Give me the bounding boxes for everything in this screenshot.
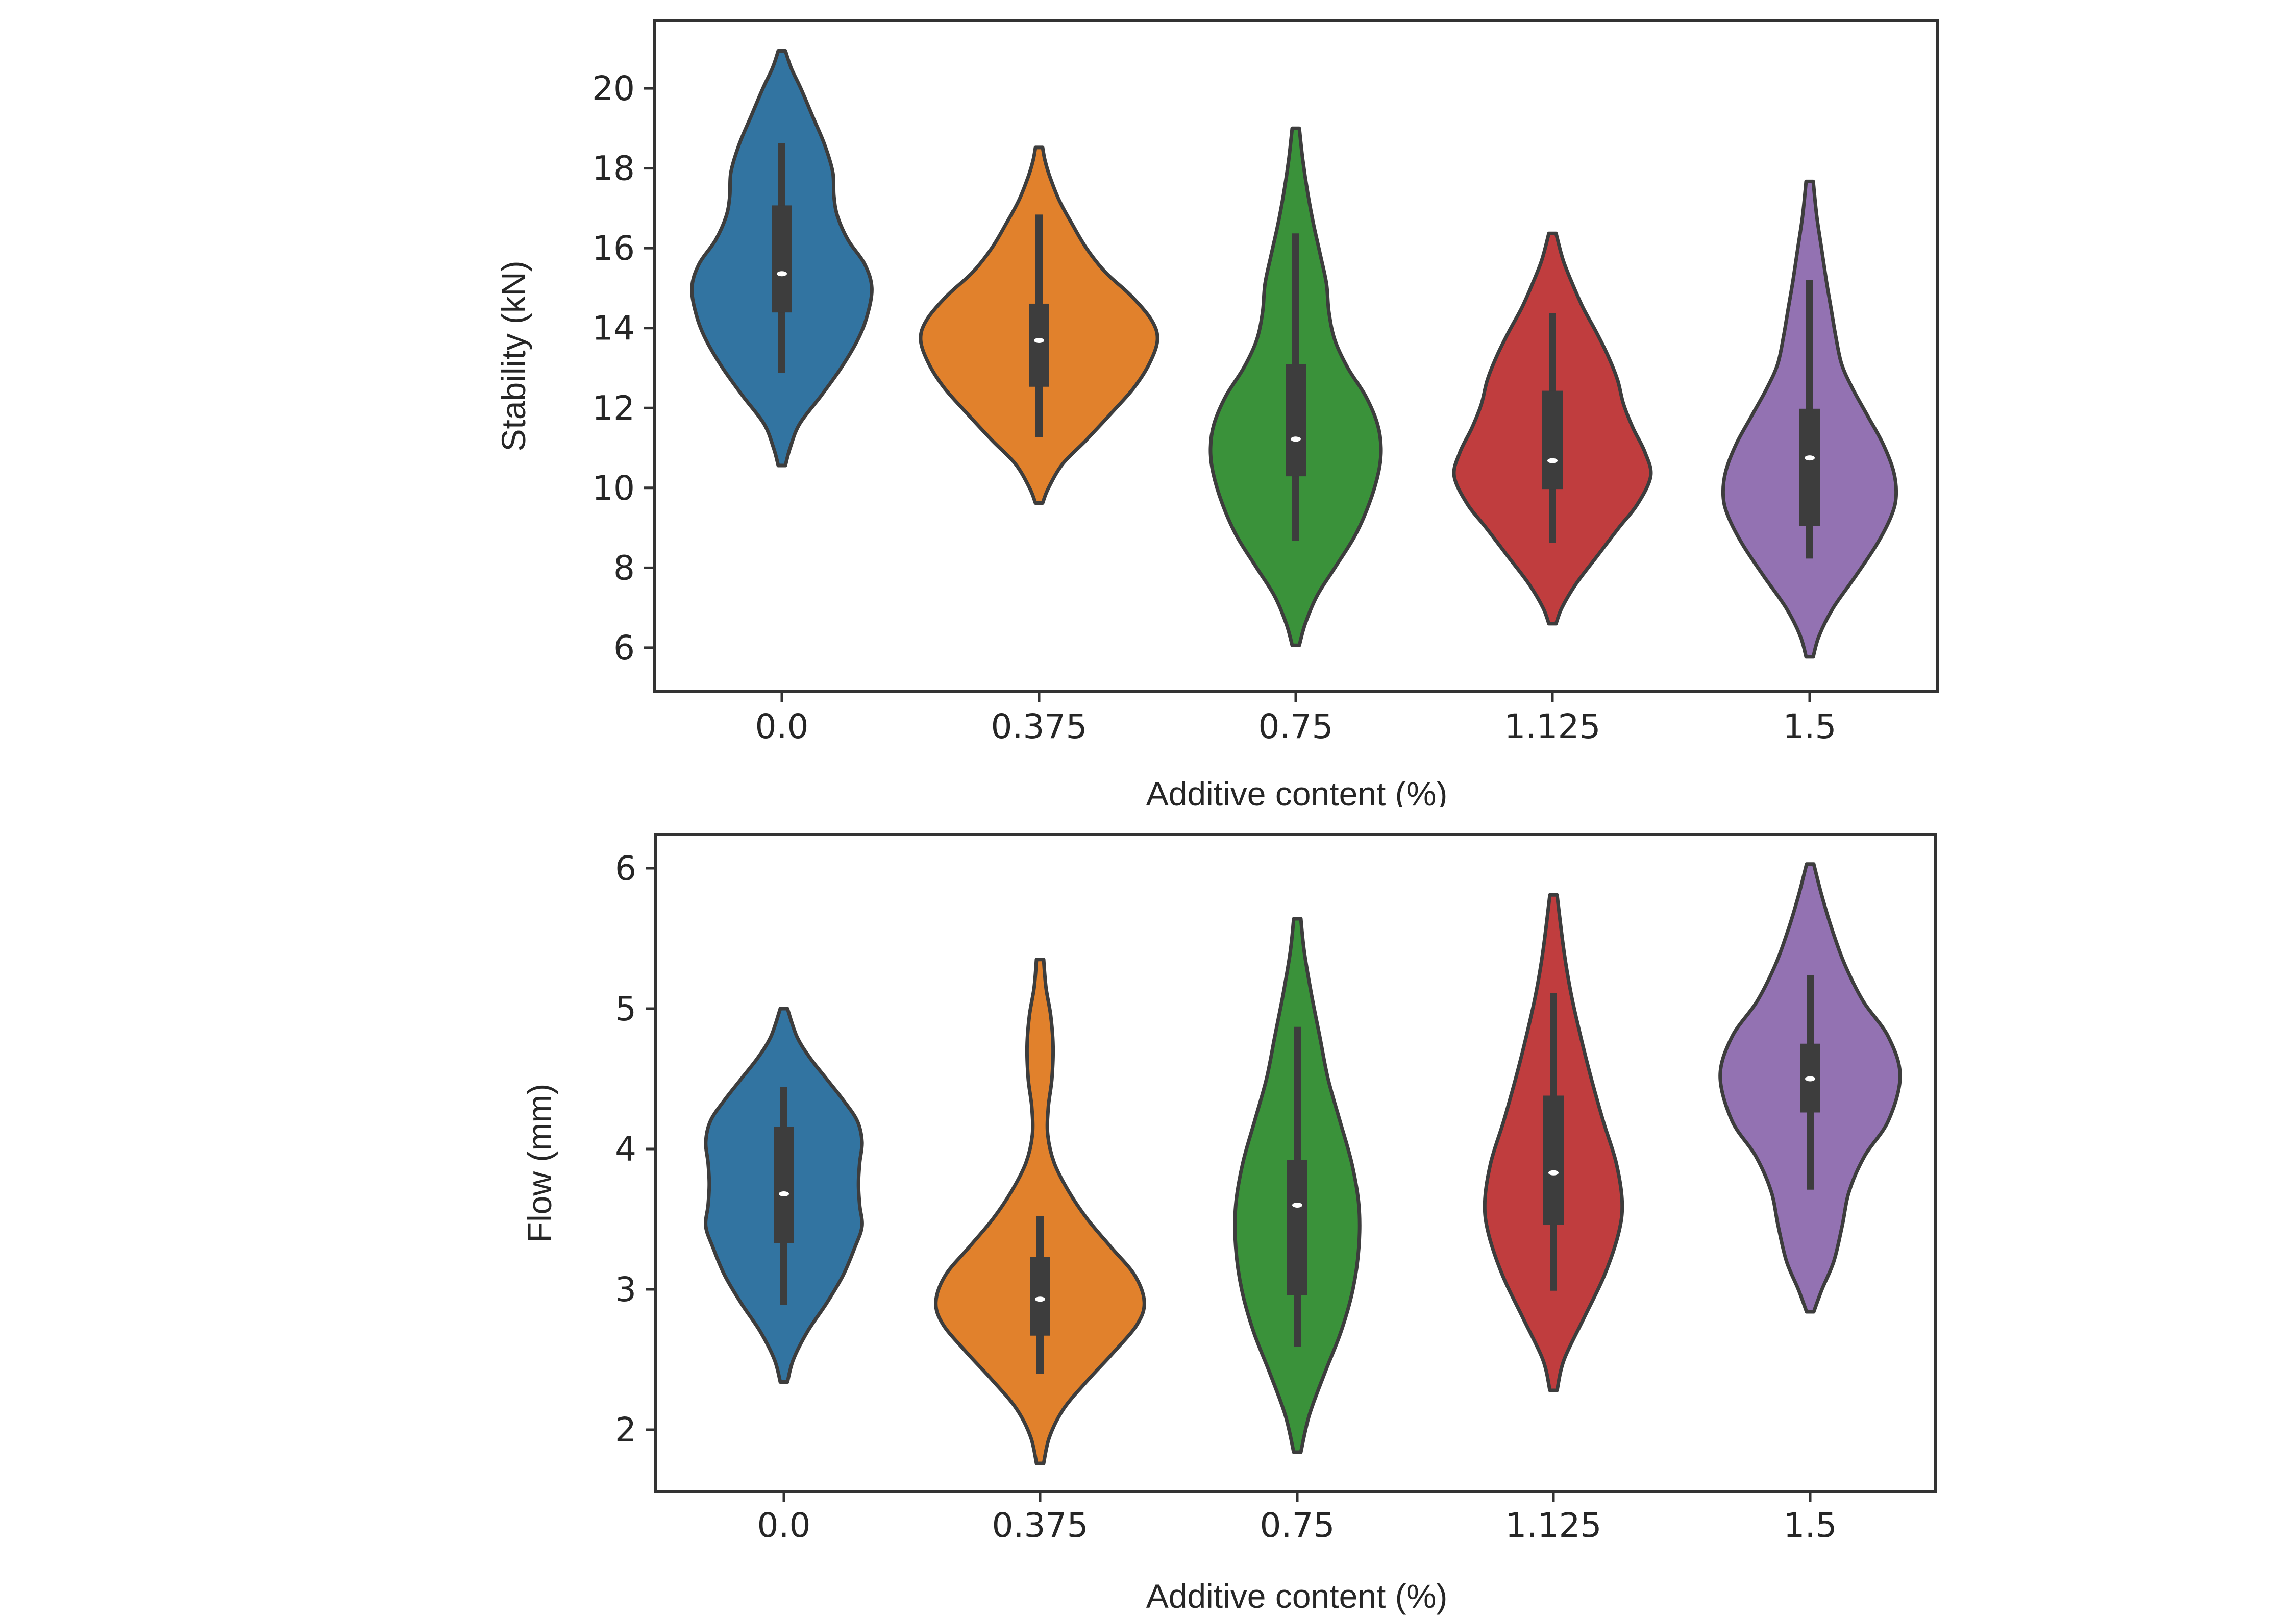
violin-0.0: [704, 1007, 864, 1384]
x-tick-label: 0.75: [1260, 1506, 1335, 1545]
median-marker: [1548, 1170, 1559, 1176]
iqr-box: [774, 1127, 794, 1243]
x-tick-label: 1.5: [1784, 1506, 1837, 1545]
y-tick-label: 16: [592, 229, 635, 268]
median-marker: [1035, 1296, 1045, 1302]
iqr-box: [1799, 408, 1820, 526]
median-marker: [1805, 455, 1815, 461]
stability-x-title-clip: Additive content (%): [1146, 775, 1448, 813]
median-marker: [1292, 1203, 1302, 1208]
violin-1.125: [1483, 893, 1624, 1392]
y-tick-label: 14: [592, 309, 635, 348]
stability-y-ticks: 6 8 10 12 14 16 18 20: [592, 69, 654, 668]
iqr-box: [1542, 390, 1563, 490]
y-tick-label: 2: [615, 1410, 636, 1450]
iqr-box: [1286, 364, 1306, 477]
violin-0.375: [919, 145, 1159, 505]
stability-x-axis-title: Additive content (%): [1146, 775, 1448, 813]
median-marker: [777, 271, 787, 277]
y-tick-label: 4: [615, 1130, 636, 1169]
x-tick-label: 0.75: [1258, 707, 1334, 746]
median-marker: [1805, 1076, 1815, 1082]
flow-x-ticks: 0.0 0.375 0.75 1.125 1.5: [757, 1491, 1837, 1545]
flow-axes-frame: [654, 833, 1937, 1493]
iqr-box: [1030, 1257, 1050, 1336]
flow-y-axis-title: Flow (mm): [521, 1084, 558, 1243]
flow-y-ticks: 2 3 4 5 6: [615, 849, 656, 1450]
y-tick-label: 12: [592, 388, 635, 428]
flow-panel: 2 3 4 5 6 0.0 0.375 0.75 1.125 1.5 Flow (mm) Add…: [521, 833, 1937, 1615]
flow-violins: [704, 862, 1902, 1465]
x-tick-label: 0.375: [992, 1506, 1089, 1545]
x-tick-label: 1.125: [1505, 1506, 1602, 1545]
y-tick-label: 8: [613, 548, 635, 588]
median-marker: [1291, 436, 1301, 442]
violin-1.125: [1452, 231, 1653, 626]
y-tick-label: 6: [615, 849, 636, 888]
violin-0.75: [1233, 917, 1362, 1454]
x-tick-label: 0.0: [757, 1506, 811, 1545]
violin-1.5: [1721, 179, 1898, 659]
iqr-box: [1029, 303, 1049, 387]
median-marker: [1034, 337, 1044, 343]
stability-y-axis-title: Stability (kN): [495, 260, 532, 451]
violin-0.375: [934, 958, 1146, 1465]
violin-0.75: [1208, 126, 1383, 647]
y-tick-label: 18: [592, 149, 635, 188]
violin-1.5: [1718, 862, 1902, 1314]
y-tick-label: 6: [613, 628, 635, 668]
x-tick-label: 1.125: [1504, 707, 1601, 746]
y-tick-label: 10: [592, 469, 635, 508]
violin-body: [934, 958, 1146, 1465]
y-tick-label: 3: [615, 1270, 636, 1309]
flow-x-axis-title: Additive content (%): [1146, 1577, 1448, 1615]
median-marker: [779, 1191, 789, 1196]
stability-violins: [690, 49, 1898, 659]
iqr-box: [772, 205, 792, 313]
stability-x-ticks: 0.0 0.375 0.75 1.125 1.5: [755, 692, 1837, 746]
x-tick-label: 1.5: [1783, 707, 1837, 746]
x-tick-label: 0.375: [991, 707, 1088, 746]
stability-panel: 6 8 10 12 14 16 18 20 0.0 0.375 0.75 1.125 1.5 Stab…: [495, 19, 1939, 813]
violin-0.0: [690, 49, 874, 468]
iqr-box: [1543, 1095, 1564, 1225]
x-tick-label: 0.0: [755, 707, 809, 746]
y-tick-label: 20: [592, 69, 635, 108]
median-marker: [1547, 458, 1558, 463]
y-tick-label: 5: [615, 989, 636, 1029]
iqr-box: [1287, 1160, 1307, 1295]
